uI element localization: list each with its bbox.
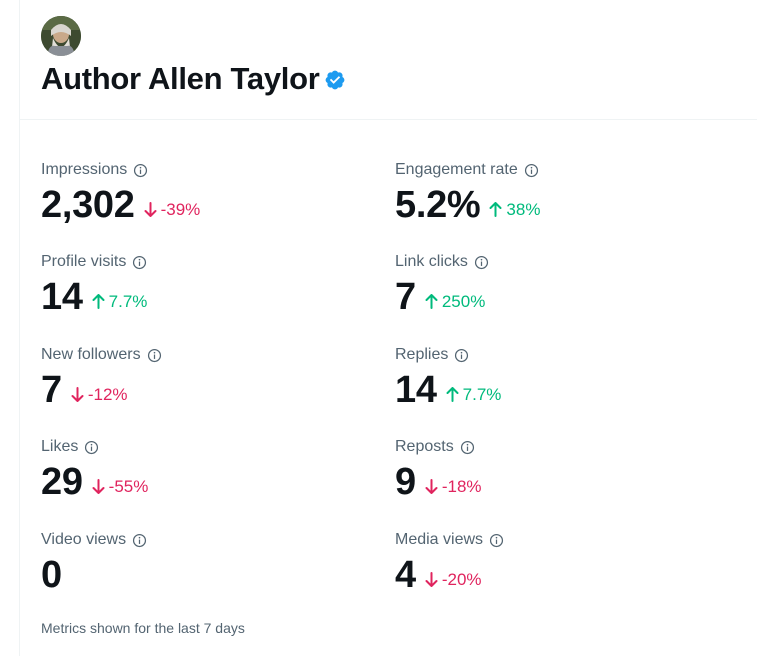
metric-change-value: -12%: [87, 384, 128, 404]
metric-label-text: Media views: [395, 531, 484, 548]
metric-label-text: Profile visits: [41, 253, 127, 270]
metric-label: Link clicks: [395, 252, 715, 272]
metric-label-text: New followers: [41, 346, 141, 363]
author-name-text: Author Allen Taylor: [41, 61, 320, 96]
metric-media-views: Media views 4 -20%: [395, 530, 715, 598]
metric-video-views: Video views 0: [41, 530, 361, 598]
info-icon[interactable]: [474, 255, 489, 270]
avatar-image: [41, 16, 81, 56]
metric-value: 7: [395, 276, 416, 318]
metric-label-text: Likes: [41, 438, 79, 455]
metric-value-row: 7 -12%: [41, 367, 361, 413]
metric-value: 14: [395, 369, 437, 411]
info-icon[interactable]: [132, 255, 147, 270]
metric-label-text: Reposts: [395, 438, 454, 455]
arrow-down-icon: [144, 202, 157, 217]
avatar[interactable]: [41, 16, 81, 56]
metric-label: Reposts: [395, 437, 715, 457]
info-icon[interactable]: [454, 348, 469, 363]
metric-change-value: -20%: [441, 569, 482, 589]
metrics-period-note: Metrics shown for the last 7 days: [41, 620, 245, 636]
metric-label: New followers: [41, 345, 361, 365]
metric-value: 2,302: [41, 184, 135, 226]
info-icon[interactable]: [133, 163, 148, 178]
metric-value: 5.2%: [395, 184, 481, 226]
metric-label: Media views: [395, 530, 715, 550]
arrow-up-icon: [425, 294, 438, 309]
metric-label-text: Link clicks: [395, 253, 468, 270]
metric-label: Video views: [41, 530, 361, 550]
metric-change: 38%: [489, 200, 540, 220]
metric-value: 4: [395, 554, 416, 596]
metric-value-row: 5.2% 38%: [395, 182, 715, 228]
metric-value: 9: [395, 461, 416, 503]
metric-label-text: Replies: [395, 346, 449, 363]
metric-label: Replies: [395, 345, 715, 365]
metric-value: 14: [41, 276, 83, 318]
arrow-up-icon: [446, 387, 459, 402]
metric-change-value: -55%: [108, 476, 149, 496]
metric-value-row: 9 -18%: [395, 459, 715, 505]
metric-value-row: 0: [41, 552, 361, 598]
metric-value-row: 4 -20%: [395, 552, 715, 598]
metric-label-text: Video views: [41, 531, 127, 548]
metric-value-row: 14 7.7%: [41, 274, 361, 320]
metric-change-value: -39%: [160, 199, 201, 219]
metric-change: -39%: [144, 199, 201, 220]
metric-label-text: Impressions: [41, 161, 128, 178]
metric-change-value: -18%: [441, 476, 482, 496]
metric-change-value: 250%: [441, 291, 486, 311]
profile-header: Author Allen Taylor: [20, 0, 757, 120]
metric-value-row: 2,302 -39%: [41, 182, 361, 228]
metric-label: Engagement rate: [395, 160, 715, 180]
metric-reposts: Reposts 9 -18%: [395, 437, 715, 505]
arrow-down-icon: [425, 572, 438, 587]
metric-profile-visits: Profile visits 14 7.7%: [41, 252, 361, 320]
metric-value-row: 29 -55%: [41, 459, 361, 505]
metric-replies: Replies 14 7.7%: [395, 345, 715, 413]
info-icon[interactable]: [489, 533, 504, 548]
metric-change: -20%: [425, 570, 482, 590]
arrow-up-icon: [489, 202, 502, 217]
metric-impressions: Impressions 2,302 -39%: [41, 160, 361, 228]
verified-badge-icon: [326, 70, 345, 90]
metric-value: 7: [41, 369, 62, 411]
info-icon[interactable]: [84, 440, 99, 455]
metric-new-followers: New followers 7 -12%: [41, 345, 361, 413]
metric-label-text: Engagement rate: [395, 161, 518, 178]
metric-change-value: 38%: [506, 199, 541, 219]
metric-change: 7.7%: [446, 384, 502, 405]
metric-change-value: 7.7%: [108, 291, 148, 311]
info-icon[interactable]: [132, 533, 147, 548]
metric-change: -12%: [71, 385, 128, 405]
metric-value-row: 14 7.7%: [395, 367, 715, 413]
analytics-card: Author Allen Taylor Impressions 2,302 -39%…: [19, 0, 757, 656]
metric-link-clicks: Link clicks 7 250%: [395, 252, 715, 320]
info-icon[interactable]: [147, 348, 162, 363]
arrow-down-icon: [71, 387, 84, 402]
metric-change: -55%: [92, 476, 149, 497]
metric-change: 250%: [425, 292, 485, 312]
metric-value: 29: [41, 461, 83, 503]
metric-label: Profile visits: [41, 252, 361, 272]
arrow-up-icon: [92, 294, 105, 309]
metric-label: Likes: [41, 437, 361, 457]
arrow-down-icon: [425, 479, 438, 494]
author-name[interactable]: Author Allen Taylor: [41, 59, 346, 99]
info-icon[interactable]: [460, 440, 475, 455]
metric-engagement-rate: Engagement rate 5.2% 38%: [395, 160, 715, 228]
metric-change-value: 7.7%: [462, 384, 502, 404]
metric-change: 7.7%: [92, 291, 148, 312]
info-icon[interactable]: [524, 163, 539, 178]
metric-change: -18%: [425, 477, 482, 497]
metric-value: 0: [41, 554, 62, 596]
arrow-down-icon: [92, 479, 105, 494]
metric-label: Impressions: [41, 160, 361, 180]
metric-value-row: 7 250%: [395, 274, 715, 320]
metric-likes: Likes 29 -55%: [41, 437, 361, 505]
